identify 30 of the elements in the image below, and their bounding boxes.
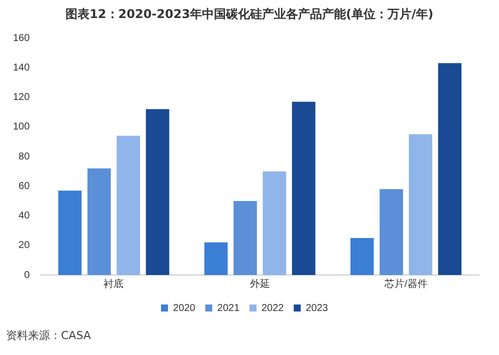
bar — [87, 168, 111, 275]
legend-label: 2022 — [262, 302, 284, 314]
bar — [350, 238, 374, 275]
y-tick-label: 120 — [12, 92, 30, 103]
y-tick-label: 80 — [18, 151, 30, 162]
y-tick-label: 40 — [18, 210, 30, 222]
x-tick-label: 芯片/器件 — [384, 278, 428, 290]
bar — [262, 171, 286, 275]
bar — [292, 102, 316, 275]
y-tick-label: 100 — [12, 122, 30, 133]
bar — [380, 189, 404, 275]
y-tick-label: 160 — [12, 32, 30, 44]
legend-label: 2021 — [217, 302, 240, 314]
y-tick-label: 20 — [18, 240, 30, 252]
y-tick-label: 60 — [18, 180, 30, 192]
chart-title: 图表12：2020-2023年中国碳化硅产业各产品产能(单位：万片/年) — [64, 6, 434, 23]
x-tick-label: 外延 — [250, 278, 270, 290]
legend-label: 2023 — [306, 302, 328, 314]
bar — [58, 190, 82, 275]
bar — [438, 63, 462, 275]
y-tick-label: 140 — [12, 62, 30, 74]
bar — [116, 136, 140, 275]
bar — [204, 242, 228, 275]
y-tick-label: 0 — [24, 270, 30, 281]
text: 资料来源：CASA — [6, 328, 91, 343]
legend-label: 2020 — [173, 302, 196, 314]
bar — [408, 134, 432, 275]
x-tick-label: 衬底 — [104, 278, 124, 290]
bar — [234, 200, 257, 275]
bar — [146, 109, 170, 275]
